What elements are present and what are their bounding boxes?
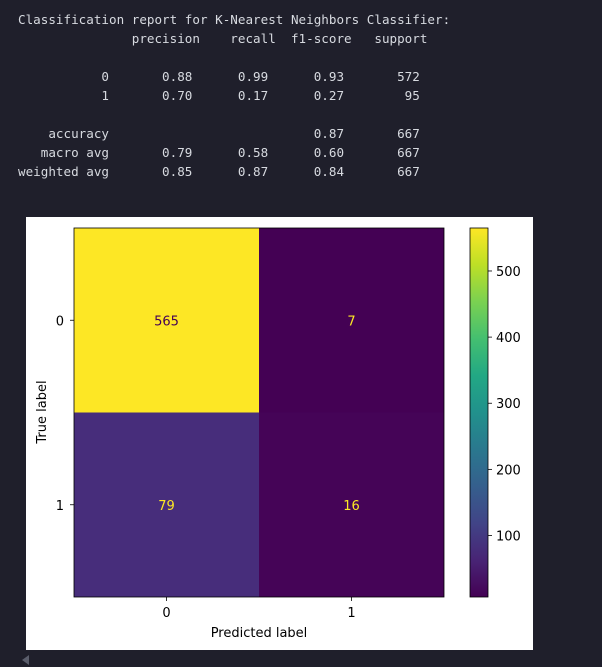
- report-line-accuracy: accuracy 0.87 667: [18, 126, 420, 141]
- x-tick-label: 0: [162, 606, 170, 621]
- cell-value-label: 7: [347, 314, 355, 329]
- matrix-cell: [74, 412, 259, 597]
- report-line-title: Classification report for K-Nearest Neig…: [18, 12, 451, 27]
- cell-value-label: 16: [343, 499, 360, 514]
- confusion-matrix-figure: 565 7 79 16 0 1 0 1 Predicted label True label…: [26, 217, 533, 650]
- colorbar-tick-label: 200: [496, 463, 521, 478]
- colorbar: [469, 227, 489, 598]
- colorbar-tick-label: 300: [496, 397, 521, 412]
- classification-report: Classification report for K-Nearest Neig…: [18, 10, 450, 181]
- y-tick-label: 0: [56, 314, 64, 329]
- matrix-cell: [74, 228, 259, 413]
- cell-value-label: 565: [154, 314, 179, 329]
- matrix-cell: [259, 412, 444, 597]
- cell-value-label: 79: [158, 499, 175, 514]
- report-line-weighted-avg: weighted avg 0.85 0.87 0.84 667: [18, 164, 420, 179]
- matrix-cell: [259, 228, 444, 413]
- colorbar-tick-label: 100: [496, 530, 521, 545]
- y-axis-label: True label: [35, 380, 50, 444]
- x-tick-label: 1: [347, 606, 355, 621]
- confusion-matrix-plot: 565 7 79 16 0 1 0 1 Predicted label True label…: [35, 227, 521, 641]
- colorbar-tick-label: 500: [496, 265, 521, 280]
- report-line-macro-avg: macro avg 0.79 0.58 0.60 667: [18, 145, 420, 160]
- plot-frame: [73, 227, 445, 598]
- y-tick-label: 1: [56, 499, 64, 514]
- report-line-header: precision recall f1-score support: [18, 31, 428, 46]
- report-line-class-0: 0 0.88 0.99 0.93 572: [18, 69, 420, 84]
- report-line-class-1: 1 0.70 0.17 0.27 95: [18, 88, 420, 103]
- x-axis-label: Predicted label: [211, 626, 308, 641]
- colorbar-tick-label: 400: [496, 331, 521, 346]
- report-line-blank: [18, 105, 450, 124]
- scroll-left-arrow-icon[interactable]: [22, 655, 29, 665]
- report-line-blank: [18, 48, 450, 67]
